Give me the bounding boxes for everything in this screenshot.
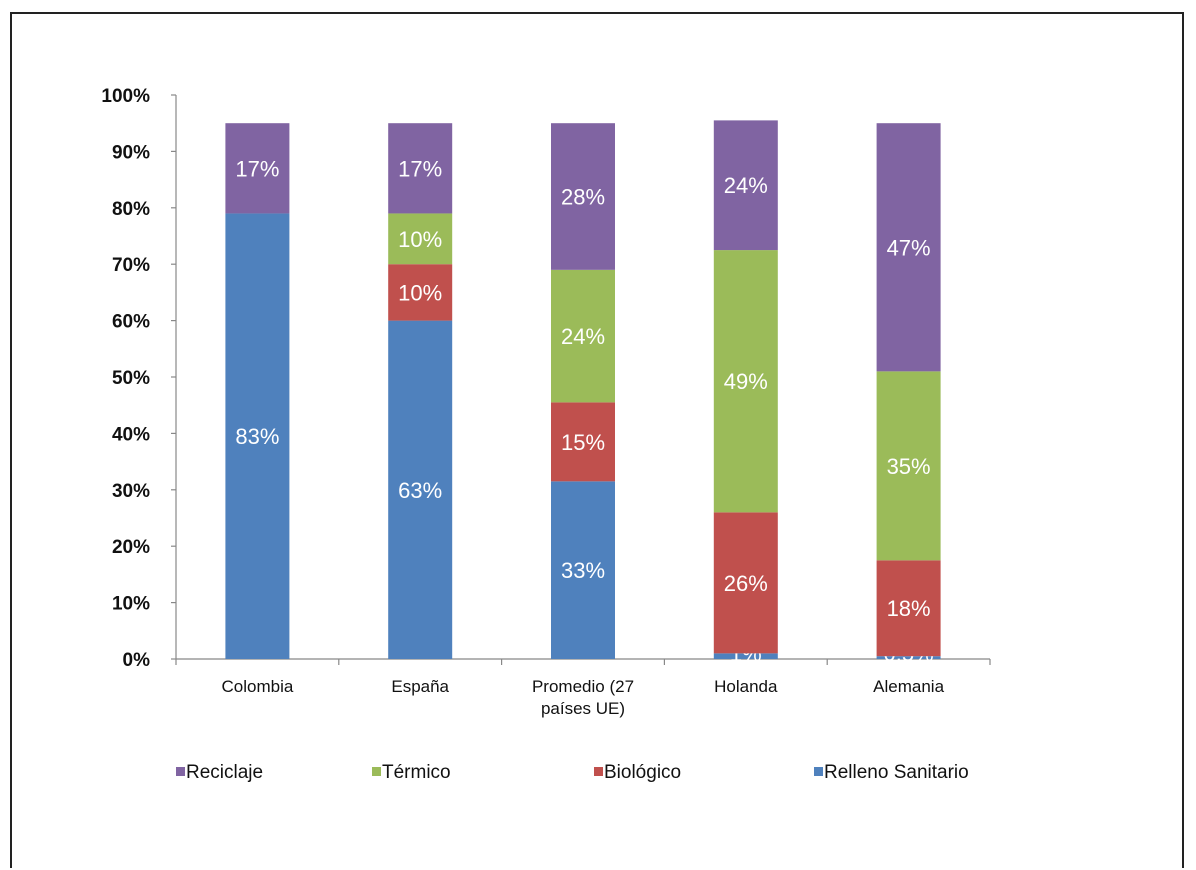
data-label: 18% [887,596,931,621]
legend-swatch [176,767,185,776]
data-label: 35% [887,454,931,479]
bar-segment [225,213,290,659]
bar-segment [551,481,615,659]
y-tick-label: 40% [112,424,150,445]
data-label: 24% [724,173,768,198]
legend-entry: Reciclaje [186,762,263,783]
bar-segment [713,512,778,654]
chart-axes: 0% 10% 20% 30% 40% 50% 60% 70% 80% 90% 100% Colombi… [101,86,991,718]
bar-segment [388,320,453,659]
y-tick-label: 10% [112,594,150,615]
data-label: 83% [235,424,279,449]
data-label: 15% [561,430,605,455]
legend-entry: Biológico [604,762,681,783]
chart-bars: 83%17%63%10%10%17%33%15%24%28%1%26%49%24… [225,120,941,666]
bar-segment [876,656,941,659]
bar-segment [551,269,615,403]
bar-segment [876,371,941,561]
bar-segment [876,560,941,657]
bar-segment [713,250,778,513]
legend-entry: Térmico [382,762,451,783]
y-tick-label: 90% [112,142,150,163]
data-label: 47% [887,235,931,260]
bar-segment [551,123,615,270]
bar-segment [388,123,453,214]
legend-swatch [814,767,823,776]
data-label: 10% [398,280,442,305]
chart-legend: Reciclaje Térmico Biológico Relleno Sanitar… [176,762,969,783]
bar-segment [225,123,290,214]
x-category-label: Alemania [873,677,944,696]
bar-segment [388,264,453,321]
y-tick-label: 0% [123,650,151,671]
bar-segment [713,653,778,659]
data-label: 28% [561,185,605,210]
data-label: 24% [561,324,605,349]
x-category-label: Promedio (27 países UE) [532,677,634,718]
figure-frame [10,12,1184,868]
data-label: 49% [724,369,768,394]
y-tick-label: 70% [112,255,150,276]
x-category-label: España [391,677,449,696]
bar-segment [713,120,778,251]
y-tick-label: 100% [101,86,150,107]
bar-segment [876,123,941,372]
legend-swatch [372,767,381,776]
x-category-label: Colombia [221,677,293,696]
data-label: 17% [398,156,442,181]
data-label: 26% [724,571,768,596]
legend-swatch [594,767,603,776]
bar-segment [551,402,615,482]
y-tick-label: 50% [112,368,150,389]
data-label: 63% [398,478,442,503]
legend-entry: Relleno Sanitario [824,762,969,783]
y-tick-label: 30% [112,481,150,502]
y-tick-label: 60% [112,312,150,333]
y-tick-label: 20% [112,537,150,558]
data-label: 10% [398,227,442,252]
y-tick-label: 80% [112,199,150,220]
data-label: 17% [235,156,279,181]
data-label: 33% [561,558,605,583]
x-category-label: Holanda [714,677,778,696]
bar-segment [388,213,453,265]
